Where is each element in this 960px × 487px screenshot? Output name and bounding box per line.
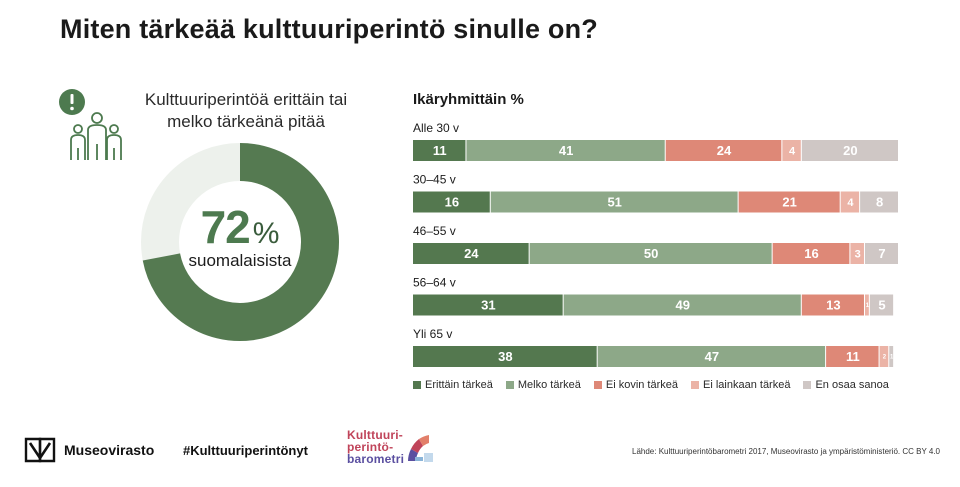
bar-value-label: 8	[876, 195, 883, 210]
bar-value-label: 2	[883, 355, 887, 361]
category-label: Yli 65 v	[413, 327, 452, 341]
bar-value-label: 50	[644, 246, 658, 261]
bar-segment	[864, 294, 869, 316]
source-text: Lähde: Kulttuuriperintöbarometri 2017, M…	[632, 447, 940, 456]
bar-value-label: 4	[847, 197, 854, 209]
bar-segment	[413, 243, 529, 264]
bar-value-label: 31	[481, 298, 495, 313]
bar-segment	[869, 294, 894, 316]
bar-value-label: 13	[826, 298, 840, 313]
category-label: Alle 30 v	[413, 121, 459, 135]
bar-value-label: 1	[866, 303, 870, 309]
hashtag: #Kulttuuriperintönyt	[183, 443, 308, 458]
donut-percent-value: 72	[200, 201, 251, 253]
bar-segment	[889, 346, 894, 367]
legend-swatch	[803, 381, 812, 389]
bar-value-label: 5	[878, 298, 885, 313]
bar-value-label: 4	[789, 145, 796, 157]
museovirasto-logo: Museovirasto	[24, 436, 154, 464]
category-label: 56–64 v	[413, 276, 456, 290]
donut-center-label: suomalaisista	[188, 251, 292, 270]
museovirasto-logo-icon	[24, 437, 56, 463]
bar-value-label: 24	[717, 143, 732, 158]
bar-segment	[772, 243, 850, 264]
bar-segment	[864, 243, 898, 264]
bar-value-label: 21	[782, 195, 796, 210]
bar-segment	[466, 140, 665, 161]
legend-item: En osaa sanoa	[803, 379, 889, 391]
legend-item: Erittäin tärkeä	[413, 379, 493, 391]
barometri-line1: Kulttuuri-	[347, 428, 403, 442]
bar-value-label: 51	[607, 195, 621, 210]
legend-label: Ei lainkaan tärkeä	[703, 379, 791, 391]
donut-chart	[141, 143, 339, 341]
barometri-logo-text: Kulttuuri- perintö- barometri	[347, 429, 404, 465]
bar-segment	[850, 243, 864, 264]
bar-value-label: 11	[846, 349, 860, 364]
barometri-line3: barometri	[347, 452, 405, 466]
bar-segment	[879, 346, 889, 367]
bar-value-label: 7	[878, 246, 885, 261]
bar-segment	[413, 346, 597, 367]
museovirasto-logo-text: Museovirasto	[64, 442, 155, 458]
legend-swatch	[413, 381, 421, 389]
people-icon	[59, 89, 122, 160]
legend-label: Erittäin tärkeä	[425, 379, 493, 391]
legend-item: Ei kovin tärkeä	[593, 379, 679, 391]
bar-segment	[413, 140, 466, 161]
donut-percent-symbol: %	[252, 217, 280, 250]
legend-item: Melko tärkeä	[505, 379, 581, 391]
category-label: 30–45 v	[413, 173, 456, 187]
donut-arc	[142, 143, 339, 341]
legend-label: Melko tärkeä	[517, 379, 581, 391]
bar-value-label: 49	[675, 298, 689, 313]
legend-swatch	[593, 381, 602, 389]
bar-segment	[738, 191, 840, 213]
barometri-gauge-icon	[408, 435, 433, 462]
chart-title: Ikäryhmittäin %	[413, 91, 524, 108]
legend-swatch	[505, 381, 514, 389]
bar-value-label: 20	[843, 143, 857, 158]
bar-segment	[490, 191, 738, 213]
bar-value-label: 11	[433, 143, 447, 158]
barometri-line2: perintö-	[347, 440, 394, 454]
chart-legend: Erittäin tärkeä Melko tärkeä Ei kovin tärk…	[413, 379, 889, 391]
donut-subtitle: Kulttuuriperintöä erittäin tai melko tär…	[118, 89, 374, 133]
bar-segment	[801, 140, 898, 161]
bar-value-label: 1	[890, 355, 894, 361]
donut-subtitle-line2: melko tärkeänä pitää	[167, 112, 325, 131]
bar-segment	[413, 191, 490, 213]
category-label: 46–55 v	[413, 224, 456, 238]
bar-segment	[597, 346, 826, 367]
bar-segment	[665, 140, 782, 161]
legend-swatch	[691, 381, 700, 389]
bar-value-label: 16	[445, 195, 459, 210]
bar-value-label: 24	[464, 246, 479, 261]
bar-segment	[413, 294, 563, 316]
donut-subtitle-line1: Kulttuuriperintöä erittäin tai	[144, 90, 348, 109]
bar-segment	[529, 243, 772, 264]
bar-segment	[840, 191, 860, 213]
legend-item: Ei lainkaan tärkeä	[691, 379, 790, 391]
bar-value-label: 41	[559, 143, 573, 158]
donut-percent: 72%	[140, 200, 340, 254]
bar-value-label: 16	[804, 246, 818, 261]
bar-segment	[563, 294, 801, 316]
bar-segment	[826, 346, 879, 367]
bar-value-label: 47	[705, 349, 719, 364]
bar-segment	[782, 140, 801, 161]
bar-value-label: 3	[855, 248, 861, 260]
page-title: Miten tärkeää kulttuuriperintö sinulle o…	[60, 14, 598, 44]
bar-segment	[801, 294, 864, 316]
legend-label: Ei kovin tärkeä	[605, 379, 679, 391]
bar-segment	[860, 191, 898, 213]
legend-label: En osaa sanoa	[815, 379, 889, 391]
bar-value-label: 38	[498, 349, 512, 364]
